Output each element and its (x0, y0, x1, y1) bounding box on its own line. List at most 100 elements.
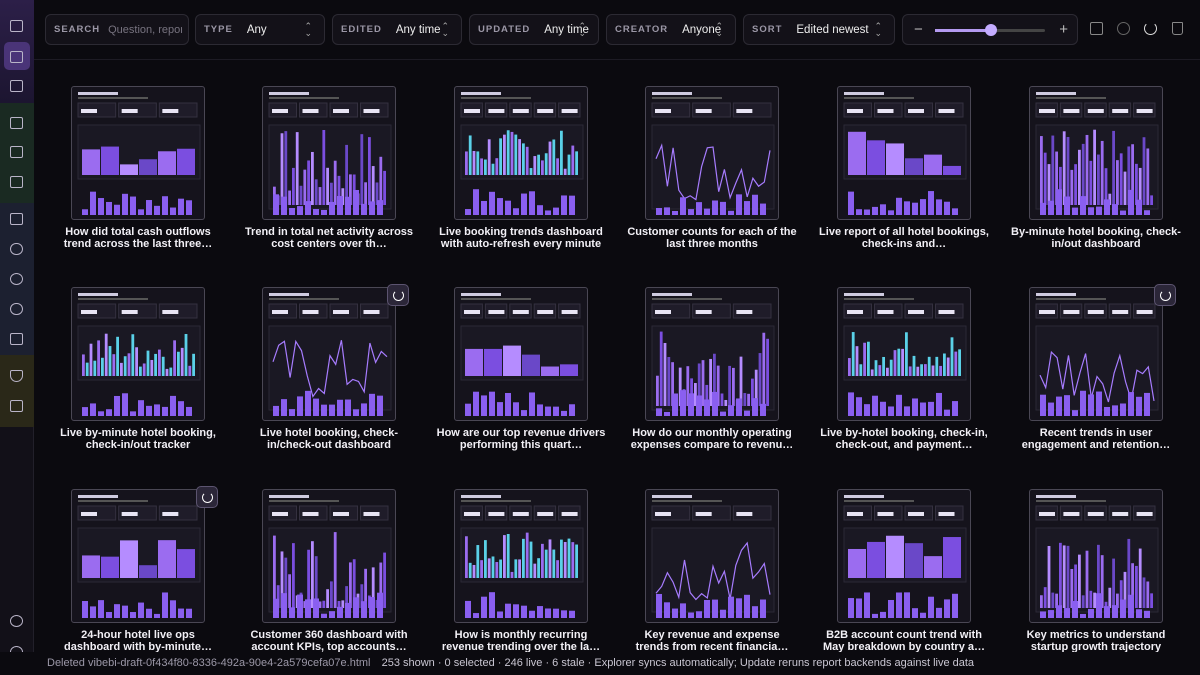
thumb-shape (537, 606, 543, 618)
thumb-shape (130, 612, 136, 618)
thumb-shape (491, 163, 495, 175)
filter-dropdown[interactable]: TYPE Any ⌃ ⌄ (195, 14, 325, 45)
report-thumbnail[interactable] (454, 86, 588, 220)
nav-terminal[interactable] (10, 213, 23, 225)
nav-table[interactable] (10, 117, 23, 129)
thumb-shape (269, 500, 339, 502)
search-box[interactable]: SEARCH Question, report (45, 14, 189, 45)
report-thumbnail[interactable] (454, 489, 588, 623)
report-thumbnail[interactable] (262, 287, 396, 421)
report-thumbnail[interactable] (645, 86, 779, 220)
refresh-button[interactable] (1117, 22, 1130, 35)
thumb-shape (353, 409, 359, 416)
thumb-shape (1080, 196, 1086, 215)
report-thumbnail[interactable] (262, 489, 396, 623)
nav-graph[interactable] (10, 273, 23, 285)
thumb-shape (481, 596, 487, 618)
nav-notes[interactable] (10, 400, 23, 412)
thumb-shape (314, 179, 318, 205)
thumb-shape (1088, 207, 1094, 215)
thumb-line (655, 143, 771, 201)
nav-storage[interactable] (10, 303, 23, 315)
thumb-shape (318, 601, 322, 608)
thumb-shape (1119, 580, 1123, 608)
thumb-shape (313, 398, 319, 416)
thumb-shape (556, 560, 559, 578)
thumb-shape (341, 600, 345, 608)
report-thumbnail[interactable] (1029, 489, 1163, 623)
nav-chart[interactable] (10, 176, 23, 188)
thumb-shape (656, 375, 659, 406)
thumb-shape (904, 592, 910, 618)
filter-dropdown[interactable]: CREATOR Anyone ⌃ ⌄ (606, 14, 736, 45)
thumb-shape (864, 209, 870, 215)
nav-doc[interactable] (10, 146, 23, 158)
nav-inbox[interactable] (10, 80, 23, 92)
report-thumbnail[interactable] (645, 287, 779, 421)
filter-dropdown[interactable]: EDITED Any time ⌃ ⌄ (332, 14, 462, 45)
nav-list[interactable] (10, 333, 23, 345)
report-thumbnail[interactable] (1029, 287, 1163, 421)
zoom-slider[interactable]: − + (902, 14, 1078, 45)
thumb-shape (273, 598, 279, 618)
thumb-shape (671, 362, 674, 406)
thumb-shape (848, 191, 854, 215)
filter-value: Anyone (682, 23, 722, 36)
nav-user[interactable] (10, 615, 23, 627)
live-badge[interactable] (1154, 284, 1176, 306)
update-button[interactable] (1144, 22, 1157, 35)
thumb-shape (1136, 609, 1142, 618)
thumb-shape (912, 202, 918, 215)
thumb-shape (337, 399, 343, 416)
filter-dropdown[interactable]: UPDATED Any time ⌃ ⌄ (469, 14, 599, 45)
thumb-shape (108, 346, 112, 376)
filter-dropdown[interactable]: SORT Edited newest ⌃ ⌄ (743, 14, 895, 45)
thumb-shape (886, 367, 889, 376)
thumb-shape (464, 512, 480, 516)
thumb-shape (847, 109, 863, 113)
thumb-shape (864, 404, 870, 416)
thumb-shape (120, 540, 138, 578)
nav-folder[interactable] (10, 51, 23, 63)
thumb-shape (1064, 395, 1070, 416)
nav-database[interactable] (10, 243, 23, 255)
thumb-shape (337, 175, 341, 205)
report-thumbnail[interactable] (71, 489, 205, 623)
thumb-shape (952, 593, 958, 618)
thumb-shape (371, 567, 375, 608)
thumb-shape (499, 559, 502, 578)
thumb-shape (1136, 512, 1153, 516)
thumb-shape (101, 146, 119, 175)
report-caption: Key revenue and expense trends from rece… (635, 630, 789, 653)
report-thumbnail[interactable] (645, 489, 779, 623)
nav-shield[interactable] (10, 370, 23, 382)
thumb-shape (760, 203, 766, 215)
thumb-shape (288, 190, 291, 205)
report-thumbnail[interactable] (1029, 86, 1163, 220)
thumb-shape (924, 154, 942, 175)
thumb-shape (506, 130, 510, 175)
report-thumbnail[interactable] (71, 287, 205, 421)
live-badge[interactable] (387, 284, 409, 306)
report-thumbnail[interactable] (837, 489, 971, 623)
report-thumbnail[interactable] (71, 86, 205, 220)
thumb-shape (162, 196, 168, 215)
thumb-shape (345, 602, 351, 618)
thumb-shape (361, 403, 367, 416)
panel-toggle[interactable] (1090, 22, 1103, 35)
delete-button[interactable] (1172, 22, 1183, 35)
live-badge[interactable] (196, 486, 218, 508)
report-thumbnail[interactable] (837, 86, 971, 220)
report-thumbnail[interactable] (454, 287, 588, 421)
thumb-shape (680, 390, 686, 416)
report-thumbnail[interactable] (262, 86, 396, 220)
report-caption: 24-hour hotel live ops dashboard with by… (64, 630, 212, 653)
thumb-shape (709, 358, 712, 406)
thumb-shape (326, 589, 329, 608)
thumb-shape (1036, 298, 1106, 300)
report-thumbnail[interactable] (837, 287, 971, 421)
thumb-shape (1085, 134, 1089, 205)
nav-terminal[interactable] (10, 20, 23, 32)
chevron: ⌃ ⌄ (304, 21, 312, 38)
